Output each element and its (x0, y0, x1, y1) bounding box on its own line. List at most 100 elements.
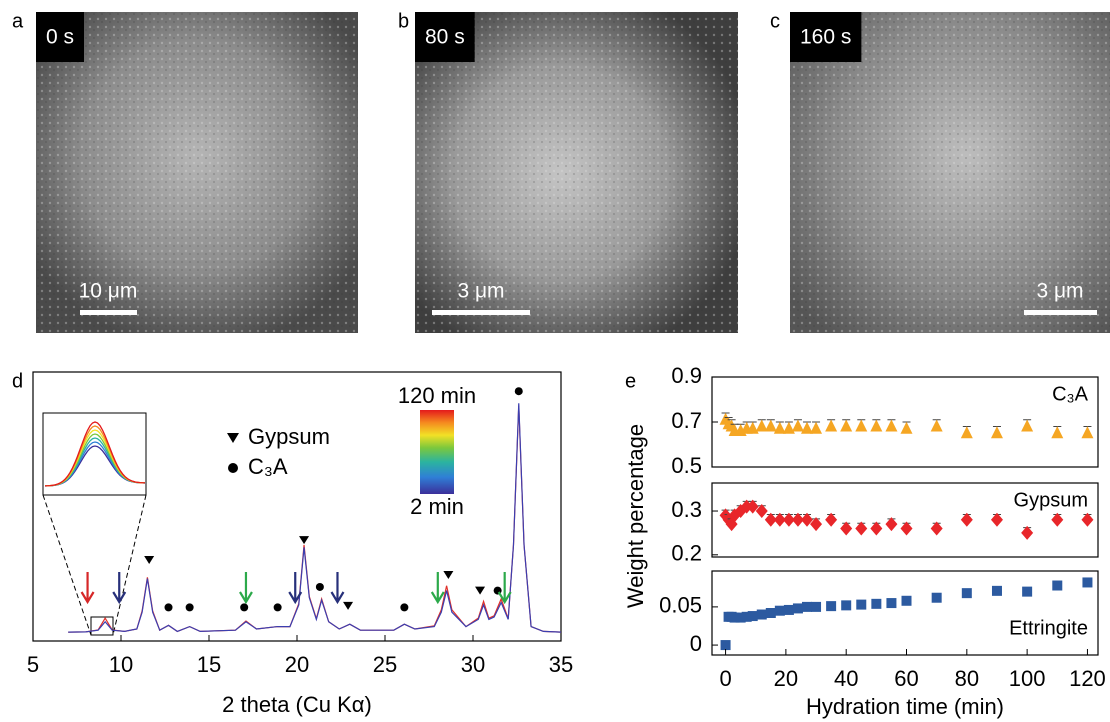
ettringite-point (802, 602, 812, 612)
c3a-marker (165, 603, 173, 611)
c3a-marker (515, 387, 523, 395)
c3a-point (855, 420, 867, 432)
figure: a0 s10 μmb80 s3 μmc160 s3 μm d5101520253… (0, 0, 1110, 722)
ettringite-point (902, 596, 912, 606)
ettringite-point (856, 600, 866, 610)
c3a-point (783, 422, 795, 434)
time-label: 160 s (800, 26, 851, 49)
gypsum-point (901, 522, 913, 536)
y-tick-label: 0.5 (671, 453, 702, 478)
scale-bar-label: 3 μm (457, 280, 504, 303)
ettringite-point (1022, 587, 1032, 597)
ettringite-point (748, 611, 758, 621)
y-tick-label: 0.9 (671, 363, 702, 388)
c3a-marker (316, 583, 324, 591)
ettringite-point (784, 605, 794, 615)
panel-letter: c (770, 10, 780, 32)
ettringite-point (757, 610, 767, 620)
ettringite-point (1052, 581, 1062, 591)
scale-bar (1024, 310, 1097, 315)
panel-letter: b (398, 10, 409, 32)
c3a-point (792, 420, 804, 432)
x-tick-label: 15 (197, 652, 221, 677)
c3a-point (1051, 426, 1063, 438)
gypsum-point (961, 513, 973, 527)
gypsum-point (840, 522, 852, 536)
x-tick-label: 0 (719, 666, 731, 691)
ettringite-point (992, 586, 1002, 596)
gypsum-point (885, 517, 897, 531)
ettringite-point (871, 599, 881, 609)
c3a-point (810, 422, 822, 434)
peak-arrow (432, 572, 444, 602)
y-tick-label: 0.3 (671, 497, 702, 522)
colorbar-max-label: 120 min (398, 383, 476, 408)
c3a-point (991, 426, 1003, 438)
legend-label: C₃A (248, 454, 288, 479)
y-tick-label: 0.2 (671, 541, 702, 566)
colorbar-min-label: 2 min (410, 494, 464, 519)
x-tick-label: 25 (373, 652, 397, 677)
c3a-marker (400, 603, 408, 611)
x-tick-label: 10 (109, 652, 133, 677)
ettringite-point (962, 588, 972, 598)
gypsum-marker (343, 602, 353, 610)
zoom-line (43, 495, 91, 635)
c3a-point (825, 420, 837, 432)
gypsum-marker (475, 587, 485, 595)
scale-bar-label: 10 μm (79, 280, 138, 303)
peak-arrow (331, 572, 343, 602)
ettringite-point (766, 608, 776, 618)
inset-frame (43, 413, 146, 495)
gypsum-point (1081, 513, 1093, 527)
sem-images (36, 12, 1110, 333)
c3a-marker (240, 603, 248, 611)
gypsum-point (1021, 526, 1033, 540)
peak-arrow (113, 572, 125, 602)
gypsum-point (825, 513, 837, 527)
ettringite-point (886, 598, 896, 608)
x-axis-label: Hydration time (min) (806, 694, 1004, 719)
gypsum-point (870, 522, 882, 536)
peak-arrow (240, 572, 252, 602)
ettringite-point (775, 606, 785, 616)
gypsum-point (1051, 513, 1063, 527)
legend-symbol (227, 433, 239, 443)
y-axis-label: Weight percentage (623, 424, 648, 608)
ettringite-point (932, 593, 942, 603)
x-tick-label: 5 (27, 652, 39, 677)
subplot-label: Ettringite (1009, 617, 1088, 639)
c3a-point (885, 420, 897, 432)
legend-symbol (228, 463, 238, 473)
inset (43, 413, 146, 495)
x-tick-label: 80 (955, 666, 979, 691)
panel-letter: e (625, 370, 636, 392)
gypsum-point (931, 522, 943, 536)
y-tick-label: 0 (690, 631, 702, 656)
x-tick-label: 20 (774, 666, 798, 691)
colorbar (420, 410, 454, 494)
gypsum-marker (144, 556, 154, 564)
ettringite-point (721, 640, 731, 650)
c3a-point (1021, 420, 1033, 432)
gypsum-point (991, 513, 1003, 527)
ettringite-point (826, 601, 836, 611)
subplot-label: C₃A (1052, 383, 1089, 405)
c3a-point (765, 420, 777, 432)
legend-label: Gypsum (248, 424, 330, 449)
y-tick-label: 0.7 (671, 408, 702, 433)
c3a-point (901, 422, 913, 434)
x-tick-label: 40 (834, 666, 858, 691)
ettringite-point (1082, 577, 1092, 587)
ettringite-point (811, 602, 821, 612)
x-tick-label: 100 (1009, 666, 1046, 691)
ettringite-point (841, 600, 851, 610)
panel-letter: a (12, 10, 24, 32)
x-axis-label: 2 theta (Cu Kα) (222, 692, 372, 717)
peak-arrow (82, 572, 94, 602)
gypsum-marker (299, 536, 309, 544)
peak-arrow (499, 572, 511, 602)
c3a-marker (186, 603, 194, 611)
